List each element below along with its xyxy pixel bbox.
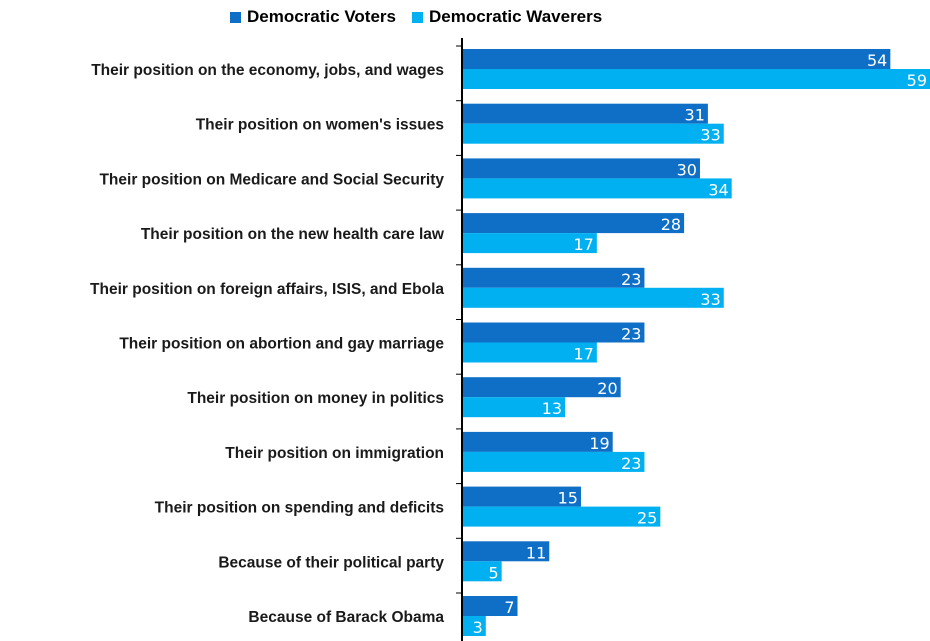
legend-item-series-2: Democratic Waverers [411,7,603,27]
bar [462,486,581,507]
bar [462,596,518,616]
data-label: 7 [504,598,514,617]
category-label: Their position on the economy, jobs, and… [91,62,444,79]
category-label: Because of their political party [218,554,444,571]
data-label: 17 [573,345,593,364]
category-label: Because of Barack Obama [248,609,444,626]
bar [462,178,732,199]
data-label: 19 [589,434,609,453]
bar [462,377,621,398]
category-label: Their position on women's issues [196,117,444,134]
chart-legend: Democratic Voters Democratic Waverers [230,7,602,27]
bar [462,431,613,452]
bar [462,158,700,179]
bar [462,561,502,582]
data-label: 17 [573,235,593,254]
data-label: 34 [708,180,728,199]
data-label: 23 [621,270,641,289]
category-label: Their position on spending and deficits [155,500,444,517]
bar [462,49,891,69]
bar [462,616,486,636]
category-label: Their position on Medicare and Social Se… [99,171,444,188]
data-label: 20 [597,379,617,398]
data-label: 54 [867,51,887,70]
bar [462,233,597,254]
bar [462,397,566,418]
data-label: 5 [488,563,498,582]
bar [462,213,685,234]
data-label: 33 [700,290,720,309]
data-label: 3 [473,618,483,637]
data-label: 13 [542,399,562,418]
bar [462,342,597,363]
category-label: Their position on money in politics [187,390,444,407]
category-label: Their position on the new health care la… [141,226,445,243]
data-label: 30 [677,160,697,179]
data-label: 31 [685,106,705,125]
bar [462,541,550,562]
bar [462,123,724,144]
legend-item-series-1: Democratic Voters [230,7,396,27]
data-label: 23 [621,325,641,344]
data-label: 28 [661,215,681,234]
category-label: Their position on immigration [225,445,444,462]
legend-label-series-1: Democratic Voters [247,7,396,26]
bar [462,287,724,308]
bar [462,267,645,288]
category-label: Their position on abortion and gay marri… [119,336,444,353]
data-label: 23 [621,454,641,473]
legend-label-series-2: Democratic Waverers [428,7,603,26]
data-label: 15 [558,489,578,508]
legend-swatch-series-1 [230,11,241,23]
bar [462,103,708,124]
bar [462,506,661,527]
category-label: Their position on foreign affairs, ISIS,… [90,281,444,298]
data-label: 11 [526,543,546,562]
data-label: 25 [637,509,657,528]
bar [462,69,930,89]
bar [462,322,645,343]
data-label: 59 [907,71,927,90]
data-label: 33 [700,126,720,145]
legend-swatch-series-2 [411,11,423,23]
bar [462,451,645,472]
